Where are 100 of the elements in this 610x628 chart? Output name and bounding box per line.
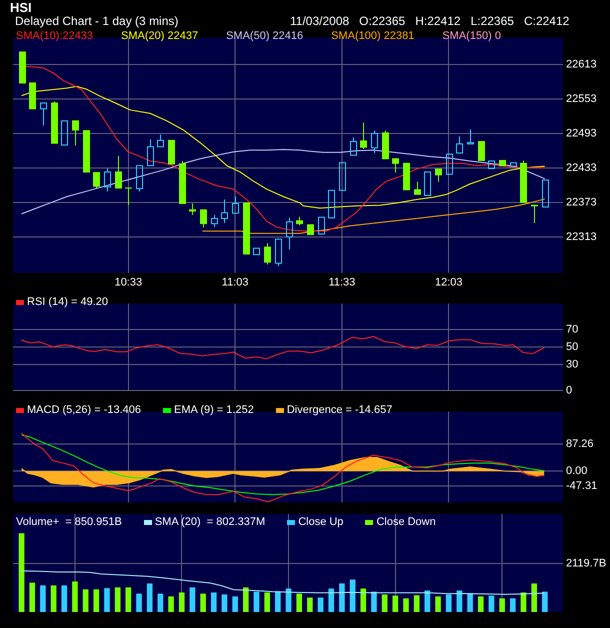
legend-label: SMA(150) 0 bbox=[442, 30, 502, 42]
candlestick bbox=[40, 102, 47, 126]
text: Volume+ = 850.951B bbox=[16, 516, 122, 528]
text: 11/03/2008 O:22365 H:22412 L:22365 C:22412 bbox=[290, 14, 570, 28]
candlestick bbox=[253, 248, 260, 256]
y-tick-label: 22613 bbox=[566, 58, 597, 71]
bar bbox=[72, 581, 78, 612]
bar bbox=[29, 582, 36, 612]
bar bbox=[254, 592, 260, 612]
text: SMA(50) 22416 bbox=[226, 30, 304, 42]
candlestick bbox=[531, 204, 538, 224]
candlestick bbox=[72, 120, 79, 146]
bar bbox=[146, 583, 153, 612]
legend-label: RSI (14) = 49.20 bbox=[26, 296, 108, 308]
candlestick bbox=[456, 136, 463, 154]
bar bbox=[200, 594, 206, 612]
bar bbox=[435, 596, 441, 612]
candlestick bbox=[424, 171, 431, 196]
bar bbox=[242, 587, 249, 612]
candlestick bbox=[115, 155, 122, 189]
candlestick bbox=[392, 158, 399, 174]
bar bbox=[350, 580, 356, 612]
legend-label: Close Down bbox=[375, 516, 436, 528]
legend-label: Close Up bbox=[297, 516, 344, 528]
legend-label: MACD (5,26) = -13.406 bbox=[26, 404, 142, 416]
y-tick-label: 87.26 bbox=[566, 438, 594, 450]
bar bbox=[178, 592, 185, 612]
bar bbox=[136, 594, 142, 612]
x-tick-label: 10:33 bbox=[114, 276, 142, 289]
candlestick bbox=[318, 216, 325, 234]
bar bbox=[18, 533, 24, 612]
candlestick bbox=[542, 179, 549, 208]
candlestick bbox=[221, 199, 228, 224]
y-tick-label: -47.31 bbox=[566, 480, 598, 492]
candlestick bbox=[478, 141, 485, 161]
legend-label: SMA (20) = 802.337M bbox=[154, 516, 266, 528]
candlestick bbox=[168, 140, 175, 164]
bar bbox=[520, 592, 526, 612]
x-tick-label: 11:03 bbox=[222, 276, 248, 289]
bar bbox=[114, 587, 120, 612]
candlestick bbox=[29, 82, 36, 110]
candlestick bbox=[147, 138, 154, 166]
y-tick-label: 50 bbox=[566, 341, 578, 354]
text: SMA(20) 22437 bbox=[121, 30, 198, 42]
bar bbox=[210, 592, 217, 612]
bar bbox=[424, 590, 430, 612]
candlestick bbox=[286, 217, 293, 250]
bar bbox=[168, 596, 174, 612]
y-tick-label: 22313 bbox=[566, 230, 597, 243]
y-tick-label: 22373 bbox=[566, 196, 597, 208]
y-tick-label: 70 bbox=[566, 324, 578, 336]
bar bbox=[382, 594, 388, 612]
x-tick-label: 12:03 bbox=[434, 276, 462, 289]
bar bbox=[403, 598, 409, 612]
x-tick-label: 11:33 bbox=[328, 276, 356, 289]
candlestick bbox=[339, 162, 346, 191]
y-tick-label: 22493 bbox=[566, 128, 597, 140]
text: SMA(100) 22381 bbox=[331, 30, 414, 42]
bar bbox=[222, 594, 228, 612]
candlestick bbox=[520, 160, 527, 203]
bar bbox=[328, 588, 334, 612]
bar bbox=[307, 598, 313, 612]
bar bbox=[190, 587, 196, 612]
chart-subtitle: Delayed Chart - 1 day (3 mins) bbox=[15, 14, 178, 28]
candlestick bbox=[19, 51, 26, 84]
ref-line-label: 2119.7B bbox=[566, 558, 606, 570]
bar bbox=[531, 583, 537, 612]
bar bbox=[392, 596, 398, 612]
bar bbox=[61, 585, 68, 612]
candlestick bbox=[189, 203, 196, 216]
candlestick bbox=[510, 162, 517, 167]
bar bbox=[296, 594, 302, 612]
bar bbox=[499, 598, 505, 612]
candlestick bbox=[179, 160, 186, 204]
bar bbox=[371, 592, 377, 612]
y-tick-label: 22553 bbox=[566, 93, 597, 106]
candlestick bbox=[61, 120, 68, 146]
bar bbox=[488, 596, 494, 612]
bar bbox=[50, 585, 56, 612]
candlestick bbox=[125, 188, 132, 206]
candlestick bbox=[488, 160, 495, 170]
candlestick bbox=[307, 224, 314, 236]
bar bbox=[360, 588, 366, 612]
legend-label: EMA (9) = 1.252 bbox=[173, 404, 254, 416]
bar bbox=[414, 595, 420, 612]
bar bbox=[456, 590, 462, 612]
candlestick bbox=[232, 196, 239, 214]
text: SMA(10):22433 bbox=[16, 30, 94, 42]
y-tick-label: 0.00 bbox=[566, 465, 588, 478]
bar bbox=[542, 592, 548, 612]
candlestick bbox=[414, 181, 421, 195]
bar bbox=[126, 587, 132, 612]
candlestick bbox=[243, 202, 250, 255]
bar bbox=[446, 594, 452, 612]
bar bbox=[82, 589, 88, 612]
candlestick bbox=[360, 122, 367, 150]
candlestick bbox=[275, 238, 282, 267]
bar bbox=[318, 598, 324, 612]
y-tick-label: 22433 bbox=[566, 162, 597, 174]
bar bbox=[467, 593, 473, 612]
